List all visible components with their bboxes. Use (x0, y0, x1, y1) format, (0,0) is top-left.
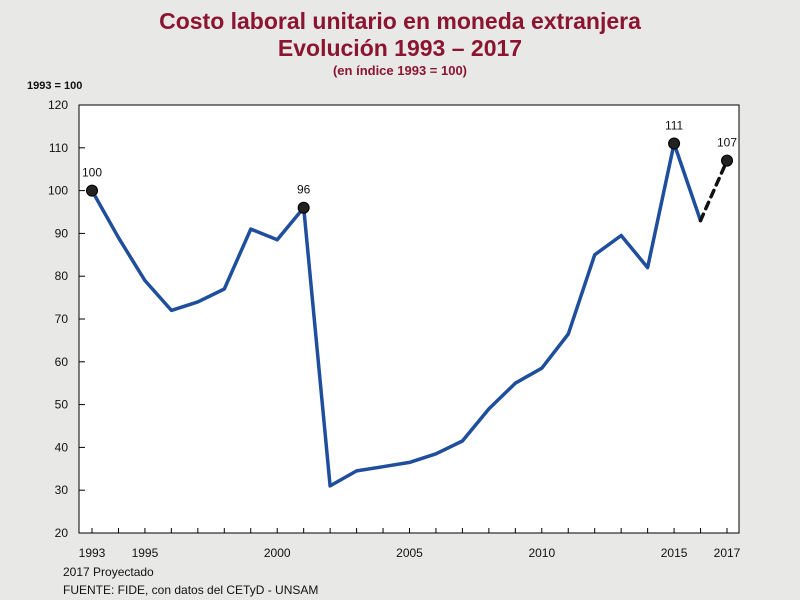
x-tick-label-2000: 2000 (264, 546, 291, 560)
y-tick-label-40: 40 (55, 440, 69, 454)
plot-area (78, 104, 740, 534)
x-tick-label-2017: 2017 (714, 546, 741, 560)
y-tick-label-110: 110 (49, 141, 68, 155)
projection-note: 2017 Proyectado (63, 565, 154, 579)
y-tick-label-100: 100 (48, 184, 68, 198)
y-axis-label: 1993 = 100 (27, 80, 83, 92)
y-tick-label-120: 120 (48, 98, 68, 112)
y-tick-label-20: 20 (55, 526, 69, 540)
chart-title-line2: Evolución 1993 – 2017 (277, 35, 523, 61)
x-tick-label-1995: 1995 (132, 546, 159, 560)
data-label-1993: 100 (82, 166, 102, 180)
data-label-2015: 111 (665, 119, 684, 133)
y-tick-label-30: 30 (55, 483, 69, 497)
data-point-1993 (86, 184, 98, 197)
annotation-group: 100 96 111 107 (82, 119, 737, 214)
x-tick-label-2015: 2015 (661, 546, 688, 560)
series-line-1 (698, 158, 729, 223)
y-tick-label-60: 60 (55, 355, 69, 369)
chart-subtitle: (en índice 1993 = 100) (332, 63, 468, 78)
chart-title: Costo laboral unitario en moneda extranj… (159, 8, 641, 34)
y-tick-label-70: 70 (55, 312, 69, 326)
series-line-0 (90, 141, 703, 488)
x-tick-label-2005: 2005 (396, 546, 423, 560)
y-axis: 20 30 40 50 60 70 80 90 100 110 120 (48, 98, 85, 540)
data-point-2015 (668, 137, 681, 150)
data-label-2001: 96 (297, 183, 311, 197)
x-tick-label-1993: 1993 (79, 546, 106, 560)
data-point-2001 (297, 201, 310, 214)
source-note: FUENTE: FIDE, con datos del CETyD - UNSA… (63, 583, 319, 597)
data-point-2017 (721, 154, 733, 167)
y-tick-label-90: 90 (55, 226, 69, 240)
y-tick-label-80: 80 (55, 269, 69, 283)
x-axis: 1993 1995 2000 2005 2010 2015 2017 (79, 528, 741, 560)
x-tick-label-2010: 2010 (528, 546, 555, 560)
y-tick-label-50: 50 (55, 398, 69, 412)
series-group (90, 141, 729, 488)
data-label-2017: 107 (717, 136, 737, 150)
